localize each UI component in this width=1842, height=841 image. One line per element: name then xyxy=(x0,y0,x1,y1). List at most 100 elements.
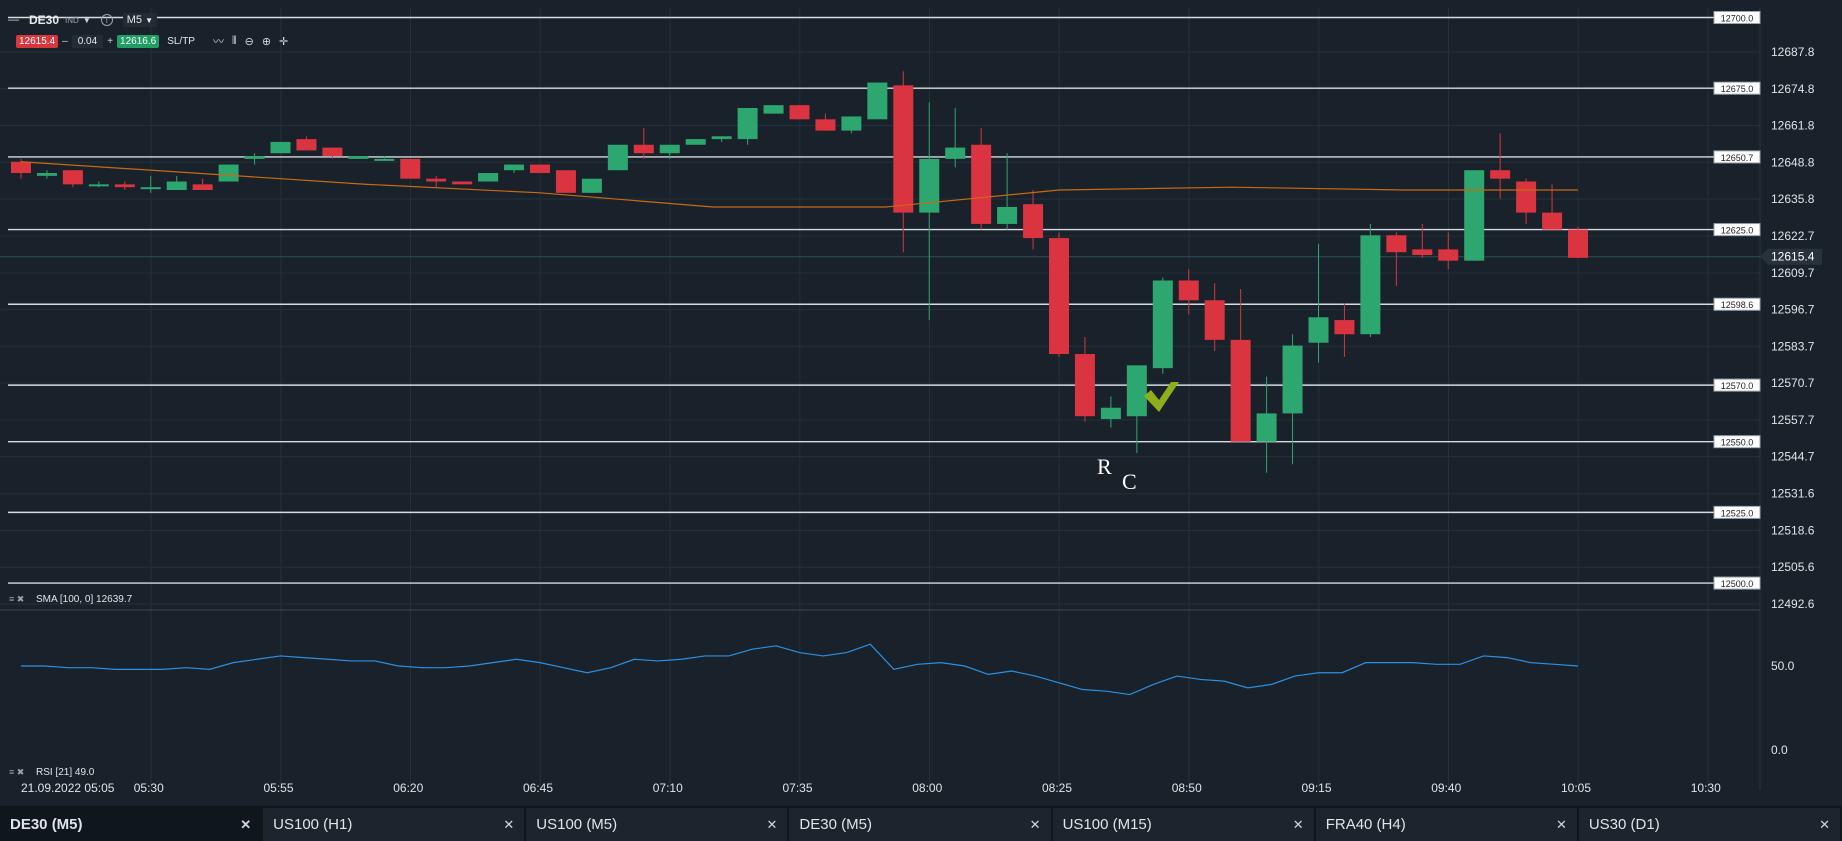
sma-line xyxy=(20,161,1578,208)
candle-body xyxy=(685,139,706,145)
close-icon[interactable]: ✕ xyxy=(1819,816,1830,832)
price-axis-label: 12583.7 xyxy=(1771,339,1815,353)
chart-tab[interactable]: DE30 (M5) ✕ xyxy=(789,808,1051,841)
candle-body xyxy=(607,144,628,171)
price-axis-label: 12492.6 xyxy=(1771,597,1815,611)
candle-body xyxy=(322,147,343,157)
candle-body xyxy=(374,158,395,161)
candle-body xyxy=(400,158,421,179)
price-axis-label: 12505.6 xyxy=(1771,560,1815,574)
level-label-box xyxy=(1713,81,1761,95)
candles-icon[interactable]: ⫴ xyxy=(231,34,237,47)
price-axis-label: 12531.6 xyxy=(1771,487,1815,501)
close-icon[interactable]: ✕ xyxy=(503,816,515,832)
chart-toolbar: — DE30 IND ▼ i M5 ▼ xyxy=(0,10,157,30)
price-axis-label: 12622.7 xyxy=(1771,229,1815,243)
rsi-axis-label: 50.0 xyxy=(1771,659,1795,673)
candle-body xyxy=(504,164,525,171)
sma-icon: ≡ ✖ xyxy=(9,594,24,604)
plus-button[interactable]: + xyxy=(107,35,114,47)
level-label-box xyxy=(1713,576,1761,590)
timeframe-selector[interactable]: M5 ▼ xyxy=(122,13,157,27)
price-axis-label: 12544.7 xyxy=(1771,450,1815,464)
candle-body xyxy=(270,141,291,154)
candle-body xyxy=(581,178,602,193)
level-label-box xyxy=(1713,11,1761,24)
candle-body xyxy=(841,116,862,131)
candle-body xyxy=(1568,229,1588,258)
level-label: 12650.7 xyxy=(1721,153,1754,163)
price-axis-label: 12661.8 xyxy=(1771,119,1815,133)
chart-tab[interactable]: DE30 (M5) ✕ xyxy=(0,808,262,841)
chart-tab-label: US100 (M5) xyxy=(536,816,618,833)
minus-button[interactable]: – xyxy=(62,35,68,47)
level-label: 12500.0 xyxy=(1721,579,1754,589)
candle-body xyxy=(62,170,83,185)
price-chart[interactable]: 12700.0 12675.0 12650.7 12625.0 12598.6 12570… xyxy=(0,0,1842,806)
chart-tab[interactable]: US30 (D1) ✕ xyxy=(1578,808,1840,841)
time-axis-label: 08:00 xyxy=(912,781,942,795)
symbol-type: IND xyxy=(65,15,79,25)
info-icon[interactable]: i xyxy=(100,14,113,26)
candle-body xyxy=(945,147,966,159)
close-icon[interactable]: ✕ xyxy=(766,816,778,832)
price-axis-label: 12609.7 xyxy=(1771,266,1815,280)
candle-body xyxy=(971,144,992,224)
candle-body xyxy=(1049,238,1069,355)
chart-tab[interactable]: FRA40 (H4) ✕ xyxy=(1315,808,1577,841)
price-axis-label: 12687.8 xyxy=(1771,45,1815,59)
menu-icon[interactable]: — xyxy=(8,14,19,26)
level-label-box xyxy=(1713,378,1761,392)
candle-body xyxy=(919,158,940,213)
checkmark-icon xyxy=(1144,382,1179,412)
level-label-box xyxy=(1713,505,1761,519)
price-axis-label: 12596.7 xyxy=(1771,303,1815,317)
rsi-axis-label: 0.0 xyxy=(1771,743,1788,757)
level-label-box xyxy=(1713,297,1761,311)
line-chart-icon[interactable]: 〰 xyxy=(212,36,224,48)
symbol-name[interactable]: DE30 xyxy=(29,13,60,27)
candle-body xyxy=(1074,354,1095,417)
crosshair-icon[interactable]: ✛ xyxy=(279,35,289,48)
chart-tab-label: US100 (M15) xyxy=(1062,816,1152,833)
level-label-box xyxy=(1713,435,1761,449)
spread-value[interactable]: 0.04 xyxy=(71,34,104,48)
chevron-down-icon[interactable]: ▼ xyxy=(82,15,91,25)
level-label: 12598.6 xyxy=(1721,300,1754,310)
sma-indicator-label: SMA [100, 0] 12639.7 xyxy=(36,594,133,605)
close-icon[interactable]: ✕ xyxy=(1029,816,1041,832)
candle-body xyxy=(1230,339,1251,442)
chart-tab[interactable]: US100 (M15) ✕ xyxy=(1052,808,1314,841)
level-label: 12570.0 xyxy=(1721,381,1754,391)
time-axis-label: 21.09.2022 05:05 xyxy=(21,781,115,795)
candle-body xyxy=(867,82,888,120)
close-icon[interactable]: ✕ xyxy=(1292,816,1304,832)
candle-body xyxy=(1282,345,1303,414)
candle-body xyxy=(1023,204,1044,239)
chart-tab-label: DE30 (M5) xyxy=(799,816,872,833)
close-icon[interactable]: ✕ xyxy=(1555,816,1567,832)
level-label: 12550.0 xyxy=(1721,438,1754,448)
candle-body xyxy=(530,164,550,174)
zoom-in-icon[interactable]: ⊕ xyxy=(261,35,272,48)
chart-tab-label: DE30 (M5) xyxy=(10,816,83,833)
time-axis-label: 10:05 xyxy=(1561,781,1591,795)
candle-body xyxy=(88,184,109,187)
chart-tab[interactable]: US100 (M5) ✕ xyxy=(526,808,788,841)
candle-body xyxy=(737,107,758,140)
sltp-button[interactable]: SL/TP xyxy=(167,35,195,47)
chart-tab[interactable]: US100 (H1) ✕ xyxy=(263,808,525,841)
annotation-r: R xyxy=(1097,454,1112,479)
candle-body xyxy=(1334,320,1355,335)
close-icon[interactable]: ✕ xyxy=(240,816,252,832)
candle-body xyxy=(36,173,57,176)
buy-price-button[interactable]: 12616.6 xyxy=(117,34,160,48)
annotation-c: C xyxy=(1122,469,1137,494)
candle-body xyxy=(815,119,836,131)
price-axis-label: 12570.7 xyxy=(1771,376,1815,390)
sell-price-button[interactable]: 12615.4 xyxy=(16,34,59,48)
time-axis-label: 08:25 xyxy=(1042,781,1072,795)
price-axis-label: 12674.8 xyxy=(1771,82,1815,96)
price-axis-label: 12518.6 xyxy=(1771,523,1815,537)
zoom-out-icon[interactable]: ⊖ xyxy=(244,35,254,48)
